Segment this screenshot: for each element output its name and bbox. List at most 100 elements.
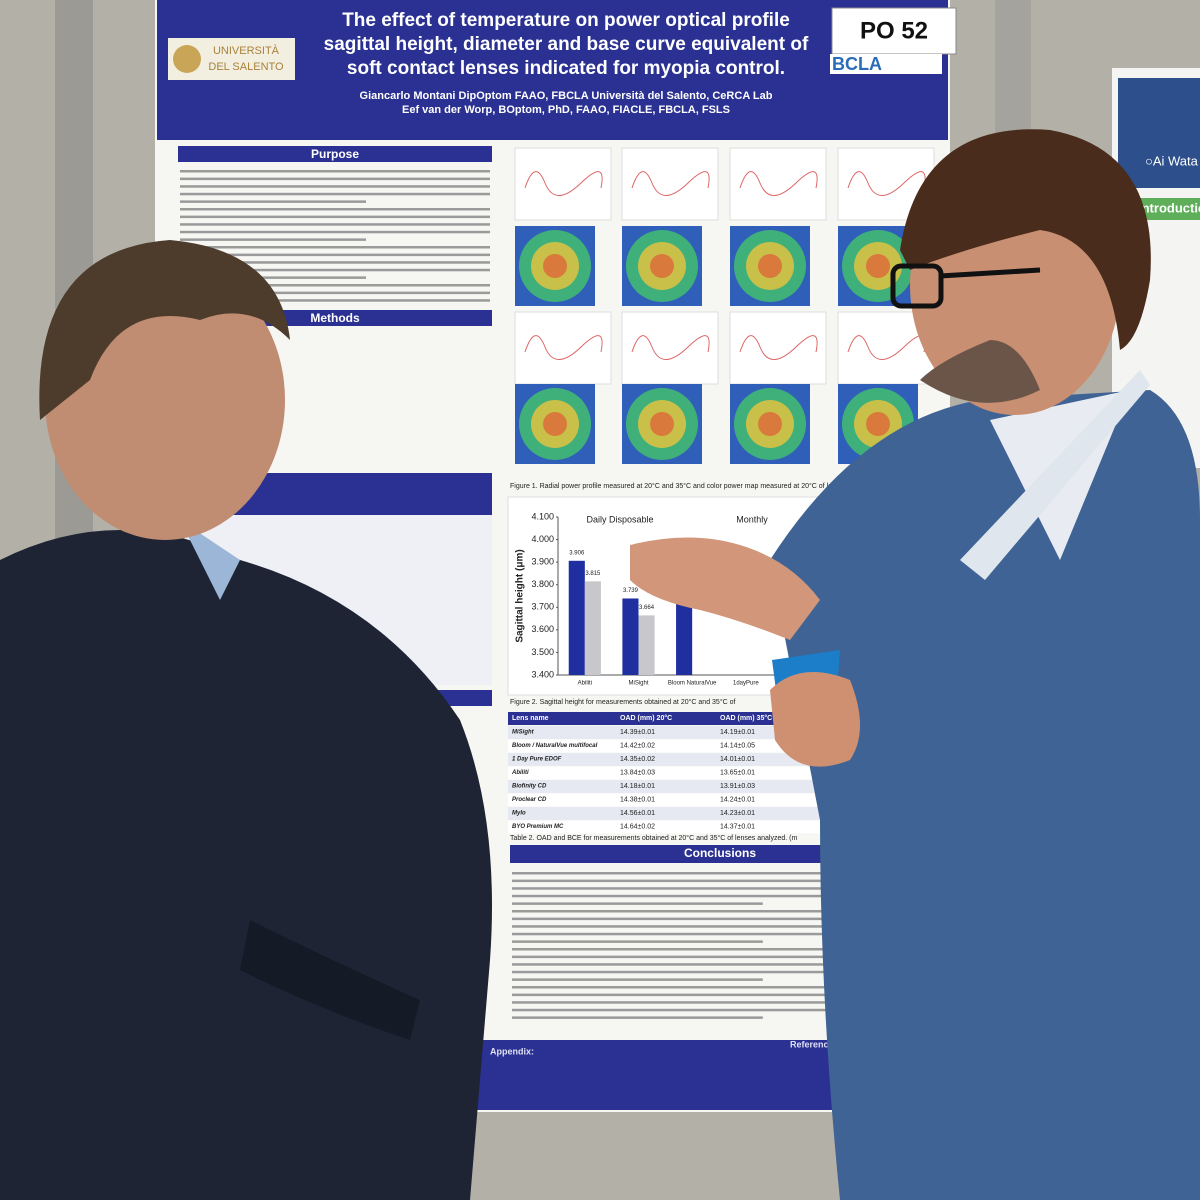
text-line bbox=[512, 986, 930, 989]
hair bbox=[900, 129, 1151, 350]
text-line bbox=[180, 208, 490, 211]
y-tick-label: 3.600 bbox=[531, 624, 554, 634]
y-tick-label: 3.900 bbox=[531, 557, 554, 567]
text-line bbox=[180, 177, 490, 181]
text-line bbox=[512, 872, 930, 875]
profile-curve bbox=[524, 171, 603, 196]
profile-curve bbox=[631, 335, 710, 360]
y-tick-label: 3.700 bbox=[531, 602, 554, 612]
text-line bbox=[512, 902, 763, 905]
table-cell: MiSight bbox=[512, 730, 535, 736]
lanyard bbox=[960, 370, 1150, 580]
table-cell: 13.84±0.03 bbox=[620, 769, 655, 776]
figure1 bbox=[514, 147, 935, 464]
table-cell: Proclear CD bbox=[512, 797, 547, 803]
data-label: 3.815 bbox=[585, 571, 601, 577]
poster-title: soft contact lenses indicated for myopia… bbox=[347, 58, 785, 79]
power-map bbox=[866, 254, 890, 278]
shirt-collar bbox=[180, 520, 240, 600]
footer-heading: References: bbox=[790, 1039, 842, 1049]
suit bbox=[0, 530, 492, 1200]
power-map bbox=[650, 254, 674, 278]
table-cell: 14.24±0.01 bbox=[720, 796, 755, 803]
text-line bbox=[512, 978, 763, 981]
arm bbox=[240, 920, 420, 1040]
table-cell: Mylo bbox=[512, 811, 526, 817]
hand bbox=[770, 672, 860, 767]
table-cell: Biofinity CD bbox=[512, 784, 547, 790]
figure-caption: Figure 2. Sagittal height for measuremen… bbox=[510, 698, 736, 706]
jacket bbox=[770, 390, 1200, 1200]
table-cell: 14.01±0.01 bbox=[720, 756, 755, 763]
table-cell: 14.19±0.01 bbox=[720, 729, 755, 736]
text-line bbox=[180, 284, 490, 287]
power-map bbox=[650, 412, 674, 436]
profile-curve bbox=[631, 171, 710, 196]
poster-number-card bbox=[831, 7, 957, 55]
profile-curve bbox=[524, 335, 603, 360]
profile-plot bbox=[621, 311, 719, 385]
table-cell: BYO Premium MC bbox=[512, 824, 564, 830]
glasses-arm bbox=[939, 267, 1041, 279]
hair bbox=[39, 240, 291, 420]
y-tick-label: 4.000 bbox=[531, 534, 554, 544]
text-line bbox=[512, 887, 930, 890]
text-line bbox=[180, 192, 490, 196]
table-header: OAD (mm) 35°C bbox=[720, 714, 772, 722]
bar bbox=[638, 615, 655, 675]
text-line bbox=[512, 993, 930, 997]
table-cell: 14.56±0.01 bbox=[620, 810, 655, 817]
text-line bbox=[180, 223, 490, 226]
table-cell: 14.38±0.01 bbox=[620, 796, 655, 803]
beard bbox=[920, 340, 1040, 403]
text-line bbox=[180, 230, 490, 234]
table-cell: 14.18±0.01 bbox=[620, 783, 655, 790]
text-line bbox=[512, 940, 763, 943]
table-cell: 14.23±0.01 bbox=[720, 810, 755, 817]
table-cell: 14.37±0.01 bbox=[720, 823, 755, 830]
bcla-logo: BCLA bbox=[832, 54, 882, 74]
power-map bbox=[866, 412, 890, 436]
poster-title: sagittal height, diameter and base curve… bbox=[324, 34, 809, 55]
profile-plot bbox=[514, 311, 612, 385]
university-seal bbox=[173, 45, 201, 73]
text-line bbox=[512, 948, 930, 951]
text-line bbox=[512, 1008, 930, 1012]
poster-authors: Eef van der Worp, BOptom, PhD, FAAO, FIA… bbox=[402, 104, 730, 116]
person-right bbox=[630, 129, 1200, 1200]
section-heading: Purpose bbox=[311, 147, 359, 161]
axis-label: Sagittal height (μm) bbox=[515, 549, 526, 642]
data-label: 3.906 bbox=[569, 550, 585, 556]
table-header: OAD (mm) 20°C bbox=[620, 714, 672, 722]
power-map bbox=[758, 412, 782, 436]
figure-caption: Figure 1. Radial power profile measured … bbox=[510, 482, 879, 490]
text-line bbox=[512, 963, 930, 966]
hand bbox=[630, 537, 820, 640]
footer-heading: Appendix: bbox=[490, 1046, 534, 1056]
side-heading-bar bbox=[1134, 198, 1200, 220]
text-line bbox=[180, 291, 490, 295]
text-line bbox=[180, 253, 490, 257]
group-label: Monthly bbox=[736, 514, 768, 524]
glasses bbox=[890, 263, 944, 309]
text-line bbox=[512, 894, 930, 898]
text-line bbox=[180, 276, 366, 279]
table-cell: Abiliti bbox=[511, 770, 529, 776]
y-tick-label: 3.500 bbox=[531, 647, 554, 657]
text-line bbox=[512, 925, 930, 928]
bar bbox=[584, 581, 601, 675]
table-cell: Bloom / NaturalVue multifocal bbox=[512, 743, 598, 749]
profile-curve bbox=[739, 335, 818, 360]
data-label: 3.739 bbox=[623, 588, 639, 594]
x-tick-label: Bloom NaturalVue bbox=[668, 681, 717, 687]
section-heading: Conclusions bbox=[684, 846, 756, 860]
table-cell: 13.91±0.03 bbox=[720, 783, 755, 790]
text-line bbox=[512, 1016, 763, 1019]
side-heading: Introductio bbox=[1138, 200, 1200, 215]
y-tick-label: 3.400 bbox=[531, 669, 554, 679]
bcla-logo-bg bbox=[830, 54, 942, 74]
text-line bbox=[512, 970, 930, 974]
text-line bbox=[180, 215, 490, 219]
table-cell: 14.64±0.02 bbox=[620, 823, 655, 830]
